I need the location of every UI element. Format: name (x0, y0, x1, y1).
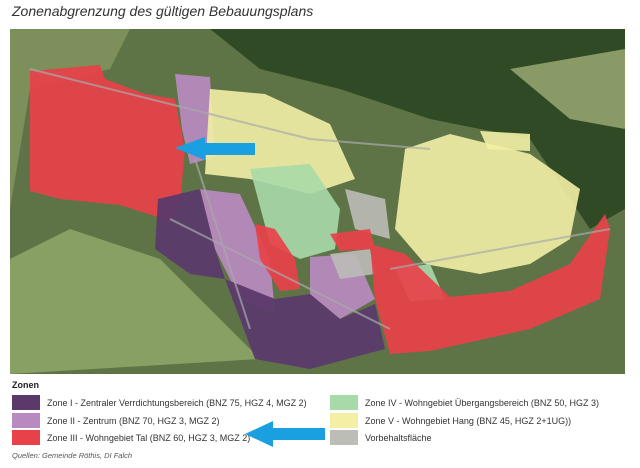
zone-iii-area (255, 224, 300, 291)
reserve-area (345, 189, 390, 239)
legend-label: Zone I - Zentraler Verrdichtungsbereich … (47, 397, 307, 408)
legend-swatch (330, 430, 358, 445)
legend-swatch (12, 430, 40, 445)
zoning-map (10, 29, 625, 374)
legend-label: Zone V - Wohngebiet Hang (BNZ 45, HGZ 2+… (365, 415, 572, 426)
zone-iii-area (370, 214, 610, 354)
reserve-area (330, 249, 375, 279)
road (29, 68, 611, 330)
arrow-icon (175, 137, 255, 160)
legend-item-zone-i: Zone I - Zentraler Verrdichtungsbereich … (12, 394, 307, 411)
legend-item-reserve: Vorbehaltsfläche (330, 429, 432, 446)
zone-v-area (480, 131, 530, 151)
source-note: Quellen: Gemeinde Röthis, DI Falch (12, 451, 133, 460)
zone-i-area (155, 189, 225, 279)
zone-iii-area (330, 229, 375, 251)
legend-label: Zone IV - Wohngebiet Übergangsbereich (B… (365, 397, 599, 408)
forest-area (210, 29, 625, 229)
zone-v-area (395, 134, 580, 274)
legend-item-zone-v: Zone V - Wohngebiet Hang (BNZ 45, HGZ 2+… (330, 412, 571, 429)
legend-swatch (12, 413, 40, 428)
legend-swatch (12, 395, 40, 410)
legend-item-zone-iii: Zone III - Wohngebiet Tal (BNZ 60, HGZ 3… (12, 429, 250, 446)
legend-arrow-icon (245, 421, 325, 447)
zone-i-area (225, 279, 385, 369)
legend-label: Zone III - Wohngebiet Tal (BNZ 60, HGZ 3… (47, 432, 251, 443)
legend-label: Vorbehaltsfläche (365, 432, 432, 443)
legend-swatch (330, 413, 358, 428)
legend-item-zone-iv: Zone IV - Wohngebiet Übergangsbereich (B… (330, 394, 599, 411)
map-title: Zonenabgrenzung des gültigen Bebauungspl… (12, 3, 314, 19)
zone-iii-area (30, 65, 185, 221)
legend-heading: Zonen (12, 380, 39, 390)
legend-swatch (330, 395, 358, 410)
zone-v-area (205, 89, 355, 194)
meadow-area (510, 49, 625, 129)
meadow-area (10, 229, 260, 374)
legend-label: Zone II - Zentrum (BNZ 70, HGZ 3, MGZ 2) (47, 415, 220, 426)
legend-item-zone-ii: Zone II - Zentrum (BNZ 70, HGZ 3, MGZ 2) (12, 412, 220, 429)
